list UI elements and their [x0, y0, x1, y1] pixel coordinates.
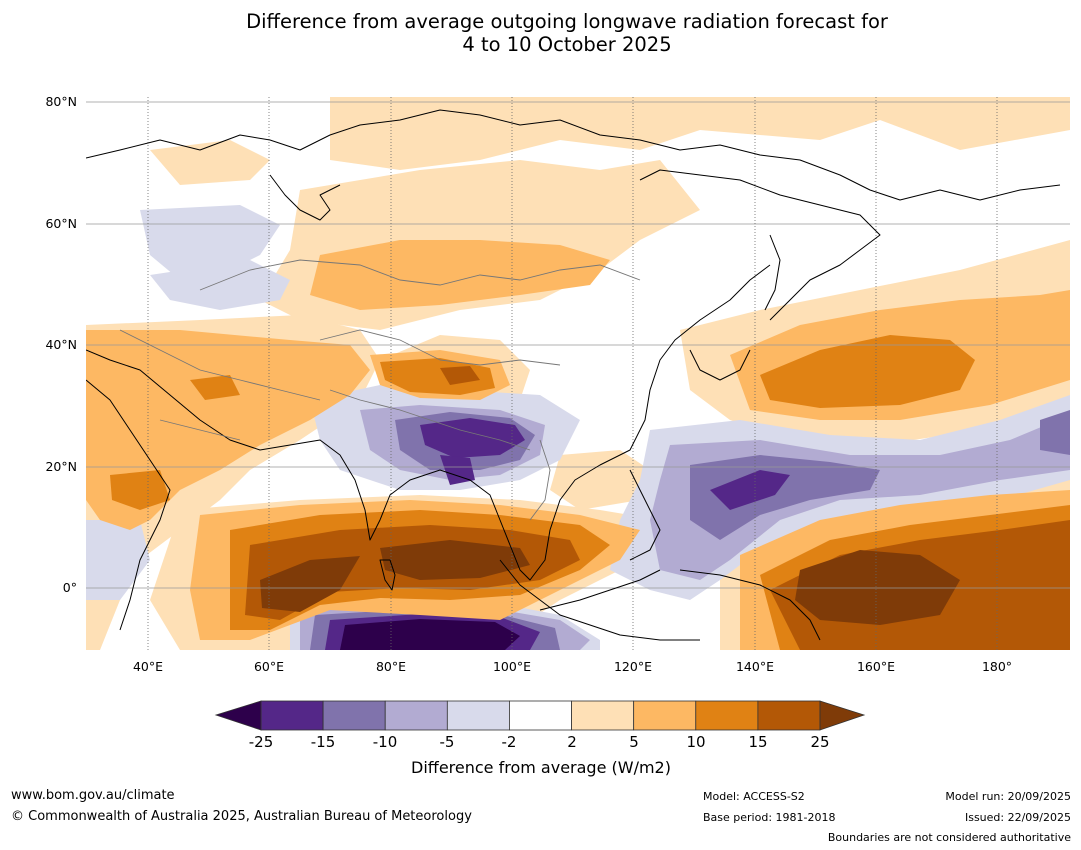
colorbar-box: [384, 700, 448, 731]
anomaly-field: [86, 97, 1070, 650]
lat-label-80n: 80°N: [45, 94, 77, 109]
colorbar-box: [695, 700, 759, 731]
colorbar-tick: -2: [501, 733, 517, 751]
lat-label-40n: 40°N: [45, 337, 77, 352]
footer-base-period: Base period: 1981-2018: [703, 811, 836, 824]
colorbar-box: [322, 700, 386, 731]
footer-url[interactable]: www.bom.gov.au/climate: [11, 788, 175, 803]
lon-label-60e: 60°E: [253, 659, 285, 674]
country-borders: [119, 259, 641, 521]
colorbar-tick: -25: [248, 733, 274, 751]
anomaly-above-25-areas: [260, 540, 960, 625]
title-line-2: 4 to 10 October 2025: [462, 33, 672, 56]
lon-label-160e: 160°E: [856, 659, 895, 674]
colorbar-box: [571, 700, 635, 731]
colorbar-box: [446, 700, 510, 731]
lon-label-140e: 140°E: [735, 659, 774, 674]
coastlines: [86, 109, 1061, 641]
colorbar-box: [260, 700, 324, 731]
anomaly-below-neg25-areas: [340, 619, 520, 650]
colorbar-label: Difference from average (W/m2): [411, 758, 671, 777]
footer-disclaimer: Boundaries are not considered authoritat…: [827, 831, 1071, 844]
title-line-1: Difference from average outgoing longwav…: [246, 10, 888, 33]
footer-model: Model: ACCESS-S2: [703, 790, 805, 803]
colorbar-tick: 2: [567, 733, 577, 751]
longitude-gridlines: [147, 97, 998, 650]
colorbar: [214, 700, 866, 731]
colorbar-tick: 25: [810, 733, 830, 751]
colorbar-tick: -15: [310, 733, 336, 751]
lat-label-60n: 60°N: [45, 216, 77, 231]
colorbar-box: [633, 700, 697, 731]
lon-label-180: 180°: [981, 659, 1013, 674]
colorbar-boxes: [260, 700, 821, 731]
map-title: Difference from average outgoing longwav…: [0, 10, 1081, 56]
colorbar-box: [757, 700, 821, 731]
colorbar-over-arrow: [819, 700, 866, 731]
colorbar-tick: 15: [748, 733, 768, 751]
colorbar-tick: 5: [629, 733, 639, 751]
latitude-gridlines: [86, 101, 1070, 589]
footer-issued: Issued: 22/09/2025: [964, 811, 1071, 824]
lon-label-100e: 100°E: [492, 659, 531, 674]
colorbar-tick: 10: [686, 733, 706, 751]
lon-label-80e: 80°E: [375, 659, 407, 674]
footer-copyright: © Commonwealth of Australia 2025, Austra…: [11, 809, 472, 824]
colorbar-under-arrow: [214, 700, 262, 731]
lon-label-40e: 40°E: [132, 659, 164, 674]
footer-model-run: Model run: 20/09/2025: [945, 790, 1071, 803]
colorbar-box: [509, 700, 572, 731]
colorbar-tick: -5: [439, 733, 455, 751]
lat-label-20n: 20°N: [45, 459, 77, 474]
lon-label-120e: 120°E: [613, 659, 652, 674]
lat-label-0: 0°: [62, 580, 77, 595]
colorbar-tick: -10: [372, 733, 398, 751]
